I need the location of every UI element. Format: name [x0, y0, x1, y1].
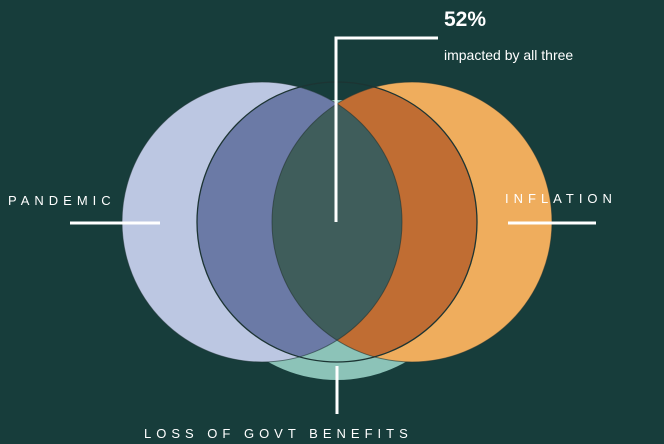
inflation-label: INFLATION: [505, 191, 617, 206]
all-three-callout-line: [334, 36, 438, 222]
loss-of-benefits-label: LOSS OF GOVT BENEFITS: [144, 426, 413, 441]
all-three-percentage: 52%: [444, 8, 487, 31]
all-three-caption: impacted by all three: [444, 47, 574, 63]
pandemic-label: PANDEMIC: [8, 193, 116, 208]
